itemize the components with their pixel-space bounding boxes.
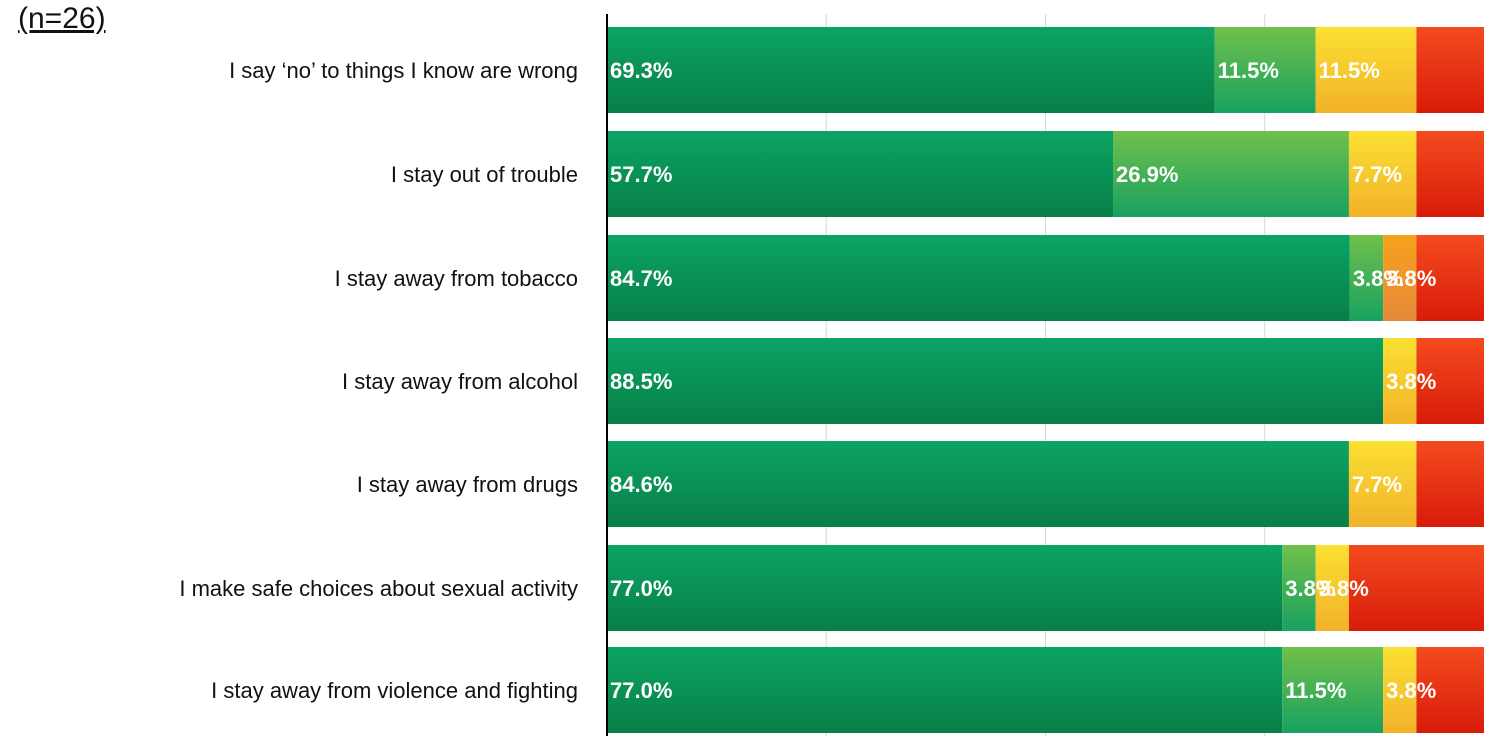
value-labels: 69.3% 11.5% 11.5%57.7% 26.9% 7.7%84.7% 3.8%3.… xyxy=(610,58,1436,703)
data-label: 84.7% xyxy=(610,266,672,291)
bar-segment xyxy=(607,441,1349,527)
bar-segment xyxy=(1214,27,1316,113)
data-label: 7.7% xyxy=(1352,472,1402,497)
bar-segment xyxy=(1416,647,1484,733)
bar-segment xyxy=(1349,235,1384,321)
data-label: 3.8% xyxy=(1386,266,1436,291)
data-label: 7.7% xyxy=(1352,162,1402,187)
data-label: 88.5% xyxy=(610,369,672,394)
bar-segment xyxy=(607,647,1283,733)
bar-segment xyxy=(1348,441,1417,527)
category-label: I make safe choices about sexual activit… xyxy=(179,576,578,601)
category-label: I stay away from drugs xyxy=(357,472,578,497)
bar-segment xyxy=(1282,545,1316,631)
bar-segment xyxy=(1383,647,1417,733)
bar-segment xyxy=(1315,545,1349,631)
data-label: 11.5% xyxy=(1218,58,1279,83)
data-label: 3.8% xyxy=(1319,576,1369,601)
bar-segment xyxy=(1348,545,1484,631)
sample-size-label: (n=26) xyxy=(18,2,106,35)
bar-segment xyxy=(1113,131,1349,217)
bar-segment xyxy=(1383,338,1417,424)
bar-segment xyxy=(1416,338,1484,424)
bar-segment xyxy=(1282,647,1384,733)
bar-segment xyxy=(1416,27,1484,113)
bar-segment xyxy=(1348,131,1417,217)
bar-segment xyxy=(607,27,1215,113)
bar-segment xyxy=(1383,235,1417,321)
bar-segment xyxy=(1315,27,1417,113)
data-label: 77.0% xyxy=(610,678,672,703)
data-label: 3.8% xyxy=(1386,678,1436,703)
category-label: I stay away from alcohol xyxy=(342,369,578,394)
data-label: 69.3% xyxy=(610,58,672,83)
data-label: 77.0% xyxy=(610,576,672,601)
data-label: 84.6% xyxy=(610,472,672,497)
data-label: 3.8% xyxy=(1353,266,1403,291)
data-label: 3.8% xyxy=(1285,576,1335,601)
bar-segment xyxy=(607,235,1350,321)
bar-segment xyxy=(1416,235,1484,321)
category-label: I stay out of trouble xyxy=(391,162,578,187)
category-label: I stay away from tobacco xyxy=(335,266,578,291)
bar-segment xyxy=(1416,441,1484,527)
category-label: I stay away from violence and fighting xyxy=(211,678,578,703)
data-label: 3.8% xyxy=(1386,369,1436,394)
category-label: I say ‘no’ to things I know are wrong xyxy=(229,58,578,83)
bar-segment xyxy=(1416,131,1484,217)
category-labels: I say ‘no’ to things I know are wrong I s… xyxy=(179,58,578,703)
data-label: 11.5% xyxy=(1319,58,1380,83)
data-label: 11.5% xyxy=(1285,678,1346,703)
data-label: 26.9% xyxy=(1116,162,1178,187)
bar-segment xyxy=(607,338,1384,424)
data-label: 57.7% xyxy=(610,162,672,187)
bar-segment xyxy=(607,131,1114,217)
bars xyxy=(607,27,1484,733)
bar-segment xyxy=(607,545,1283,631)
